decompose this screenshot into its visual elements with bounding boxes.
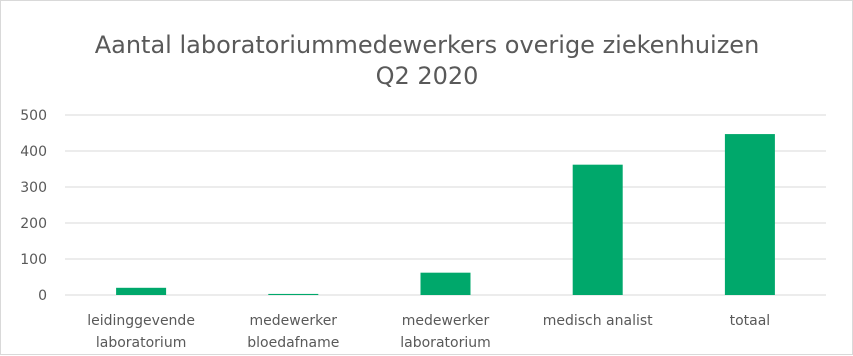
- x-category-label: medisch analist: [543, 313, 653, 329]
- x-axis-labels: leidinggevende laboratorium medewerker bloe…: [87, 313, 770, 351]
- chart-title-line-1: Aantal laboratoriummedewerkers overige z…: [95, 31, 760, 59]
- y-tick-label: 500: [20, 108, 47, 124]
- x-category-label: laboratorium: [96, 335, 186, 351]
- x-category-label: totaal: [730, 313, 771, 329]
- y-tick-label: 100: [20, 252, 47, 268]
- y-tick-label: 200: [20, 216, 47, 232]
- chart-title-line-2: Q2 2020: [376, 62, 479, 90]
- bar-1: [268, 293, 319, 295]
- y-tick-label: 300: [20, 180, 47, 196]
- bars: [116, 134, 775, 295]
- x-category-label: leidinggevende: [87, 313, 195, 329]
- x-category-label: medewerker: [250, 313, 338, 329]
- x-category-label: bloedafname: [247, 335, 339, 351]
- x-category-label: laboratorium: [400, 335, 490, 351]
- y-tick-label: 400: [20, 144, 47, 160]
- bar-3: [572, 164, 623, 295]
- y-tick-label: 0: [38, 288, 47, 304]
- gridlines: [65, 114, 826, 296]
- bar-2: [420, 272, 471, 295]
- y-axis-ticks: 0 100 200 300 400 500: [20, 108, 47, 304]
- x-category-label: medewerker: [402, 313, 490, 329]
- bar-0: [116, 287, 167, 295]
- bar-4: [724, 134, 775, 295]
